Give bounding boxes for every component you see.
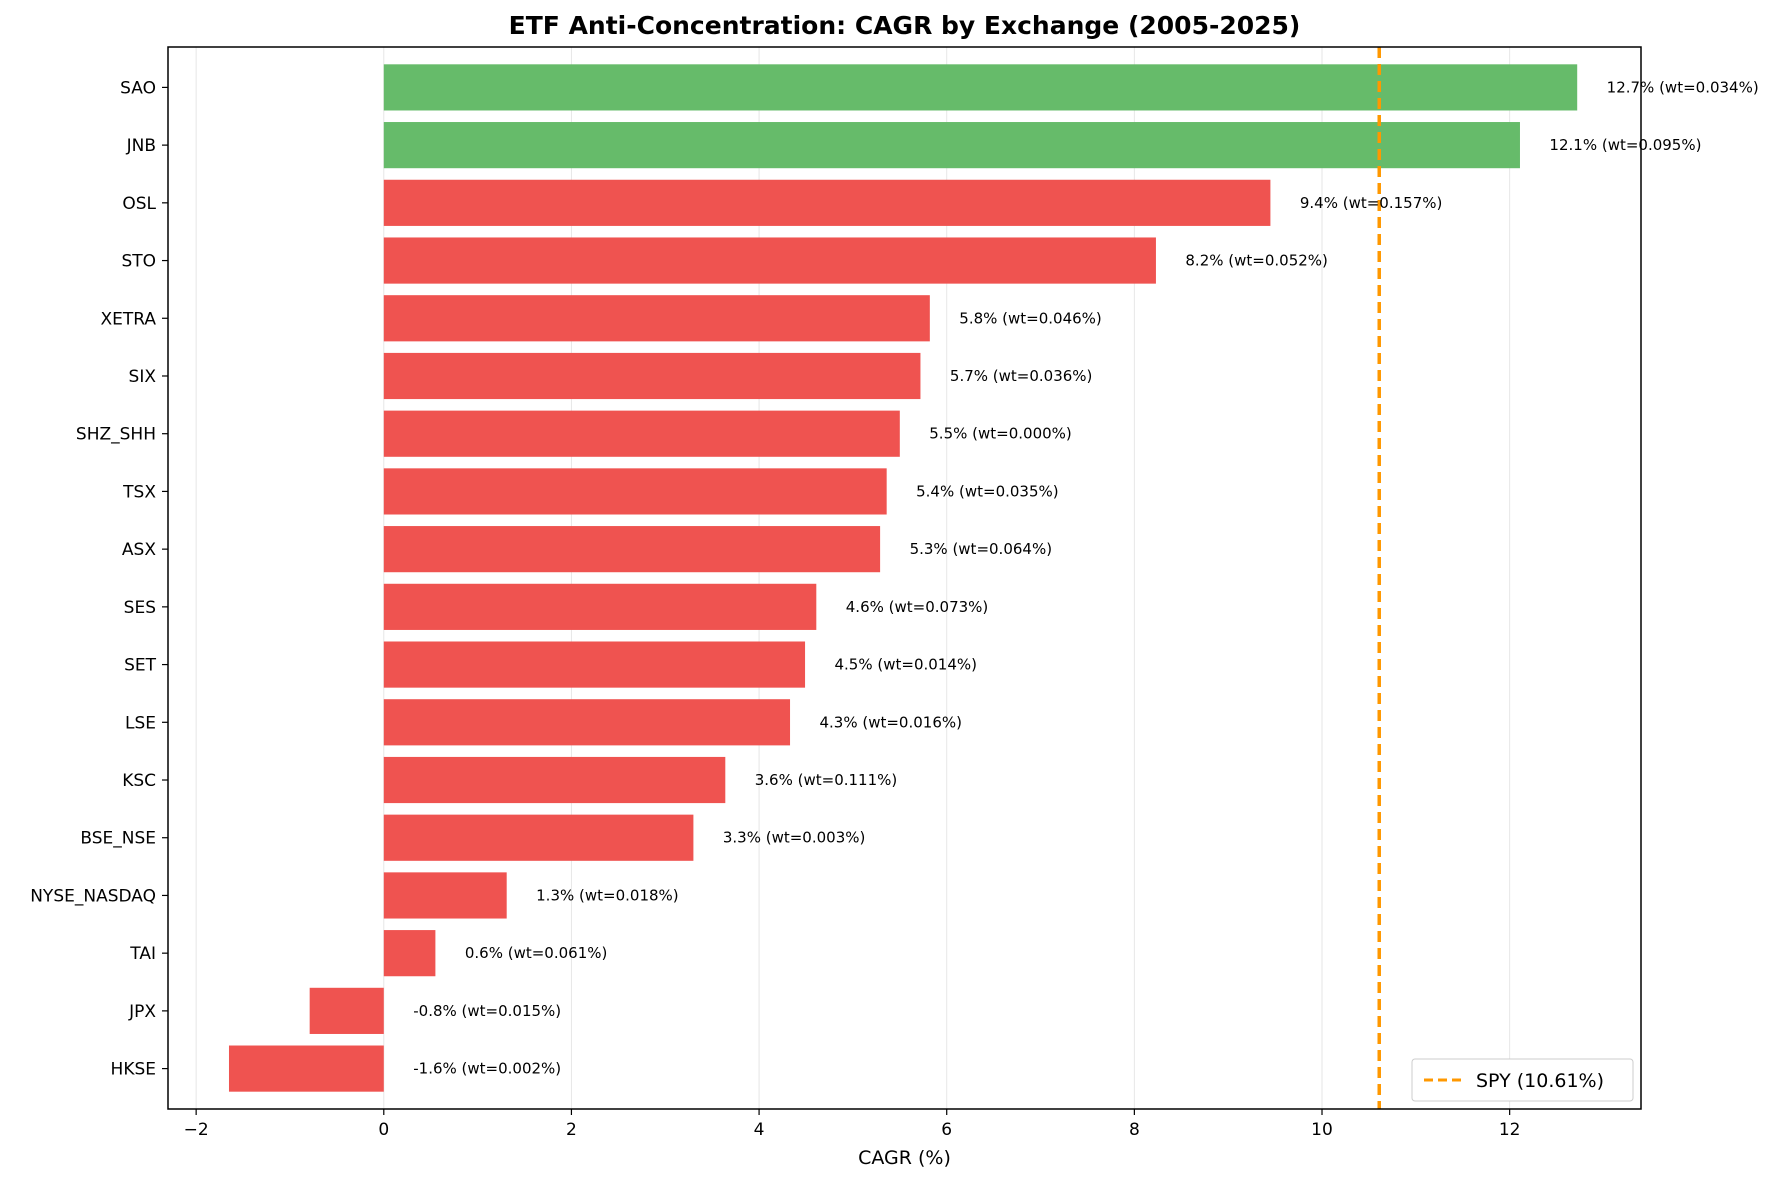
category-label: XETRA bbox=[100, 309, 156, 329]
category-label: JPX bbox=[128, 1002, 156, 1022]
data-label: 4.3% (wt=0.016%) bbox=[819, 713, 962, 731]
bar-hkse bbox=[228, 1045, 384, 1092]
data-label: 8.2% (wt=0.052%) bbox=[1185, 252, 1328, 270]
data-label: 4.5% (wt=0.014%) bbox=[835, 656, 978, 674]
legend: SPY (10.61%) bbox=[1411, 1058, 1634, 1102]
category-label: SHZ_SHH bbox=[76, 425, 156, 445]
bar-tai bbox=[383, 930, 436, 977]
bar-ses bbox=[383, 583, 817, 630]
bar-bse-nse bbox=[383, 814, 694, 861]
category-label: JNB bbox=[126, 136, 156, 156]
bar-asx bbox=[383, 526, 881, 573]
data-label: 5.4% (wt=0.035%) bbox=[916, 482, 1059, 500]
x-tick-label: 10 bbox=[1311, 1120, 1333, 1140]
chart-title: ETF Anti-Concentration: CAGR by Exchange… bbox=[509, 11, 1301, 40]
category-label: BSE_NSE bbox=[80, 829, 156, 849]
x-tick-label: 4 bbox=[754, 1120, 765, 1140]
category-label: HKSE bbox=[111, 1060, 156, 1080]
plot-frame bbox=[167, 46, 1642, 1110]
category-label: LSE bbox=[125, 713, 156, 733]
category-label: SIX bbox=[129, 367, 157, 387]
x-tick-label: 8 bbox=[1129, 1120, 1140, 1140]
category-label: NYSE_NASDAQ bbox=[30, 886, 156, 906]
x-tick-label: −2 bbox=[184, 1120, 209, 1140]
category-label: STO bbox=[121, 252, 156, 272]
data-label: 5.3% (wt=0.064%) bbox=[910, 540, 1053, 558]
category-label: KSC bbox=[122, 771, 156, 791]
data-label: 12.7% (wt=0.034%) bbox=[1607, 78, 1759, 96]
bar-shz-shh bbox=[383, 410, 900, 457]
data-label: 4.6% (wt=0.073%) bbox=[846, 598, 989, 616]
data-label: 5.7% (wt=0.036%) bbox=[950, 367, 1093, 385]
legend-box bbox=[1411, 1058, 1634, 1102]
data-label: 3.6% (wt=0.111%) bbox=[755, 771, 898, 789]
legend-label-spy: SPY (10.61%) bbox=[1476, 1070, 1604, 1092]
bar-ksc bbox=[383, 756, 726, 804]
category-label: SES bbox=[124, 598, 156, 618]
bar-six bbox=[383, 352, 921, 400]
data-label: -0.8% (wt=0.015%) bbox=[413, 1002, 561, 1020]
category-label: ASX bbox=[122, 540, 156, 560]
data-label: 1.3% (wt=0.018%) bbox=[536, 886, 679, 904]
category-label: TSX bbox=[122, 482, 156, 502]
x-axis-label: CAGR (%) bbox=[858, 1147, 951, 1169]
bar-set bbox=[383, 641, 806, 688]
x-tick-label: 2 bbox=[566, 1120, 577, 1140]
data-label: 0.6% (wt=0.061%) bbox=[465, 944, 607, 962]
category-label: TAI bbox=[129, 944, 156, 964]
bar-jpx bbox=[309, 987, 384, 1034]
data-label: 9.4% (wt=0.157%) bbox=[1300, 194, 1443, 212]
bar-sto bbox=[383, 237, 1156, 284]
data-label: 3.3% (wt=0.003%) bbox=[723, 829, 866, 847]
bar-osl bbox=[383, 179, 1271, 226]
x-tick-label: 6 bbox=[941, 1120, 952, 1140]
data-label: 12.1% (wt=0.095%) bbox=[1549, 136, 1701, 154]
category-label: SET bbox=[124, 656, 157, 676]
bar-nyse-nasdaq bbox=[383, 872, 507, 919]
axis-ticks: −2 0 2 4 6 8 10 12 SAO JNB OSL STO XETRA SIX SHZ_SHH TS… bbox=[30, 78, 1520, 1140]
bar-sao bbox=[383, 64, 1578, 111]
category-label: SAO bbox=[120, 78, 156, 98]
bar-jnb bbox=[383, 122, 1520, 169]
bar-xetra bbox=[383, 295, 930, 342]
data-label: 5.8% (wt=0.046%) bbox=[959, 309, 1102, 327]
category-label: OSL bbox=[122, 194, 156, 214]
bar-tsx bbox=[383, 468, 887, 515]
data-label: -1.6% (wt=0.002%) bbox=[413, 1060, 561, 1078]
data-label: 5.5% (wt=0.000%) bbox=[929, 425, 1072, 443]
data-labels: 12.7% (wt=0.034%) 12.1% (wt=0.095%) 9.4% (… bbox=[413, 78, 1758, 1077]
bar-lse bbox=[383, 699, 791, 746]
x-tick-label: 12 bbox=[1499, 1120, 1521, 1140]
x-tick-label: 0 bbox=[378, 1120, 389, 1140]
